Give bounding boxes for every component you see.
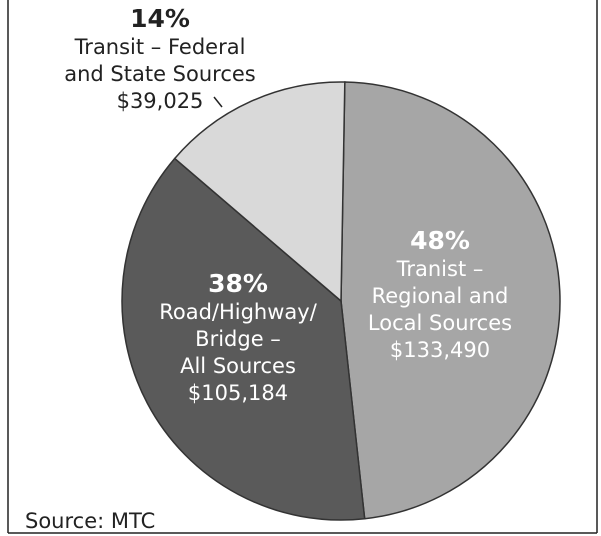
pie-slice: [173, 81, 346, 303]
pie-slice: [340, 81, 561, 520]
percent-label: 48%: [410, 226, 470, 255]
amount-label: $105,184: [188, 381, 288, 405]
amount-label: $133,490: [390, 338, 490, 362]
amount-label: $39,025: [117, 89, 204, 113]
slice-label: Tranist –: [396, 257, 484, 281]
slice-label: Regional and: [372, 284, 509, 308]
slice-label: Bridge –: [195, 327, 281, 351]
pie: [121, 81, 561, 521]
slice-label: All Sources: [180, 354, 296, 378]
slice-label: Local Sources: [368, 311, 512, 335]
pie-slice: [121, 157, 366, 521]
percent-label: 38%: [208, 269, 268, 298]
slice-label: and State Sources: [64, 62, 256, 86]
leader-line: [213, 96, 223, 108]
slice-label: Transit – Federal: [74, 35, 246, 59]
slice-label: Road/Highway/: [159, 300, 318, 324]
percent-label: 14%: [130, 4, 190, 33]
source-note: Source: MTC: [25, 509, 155, 533]
